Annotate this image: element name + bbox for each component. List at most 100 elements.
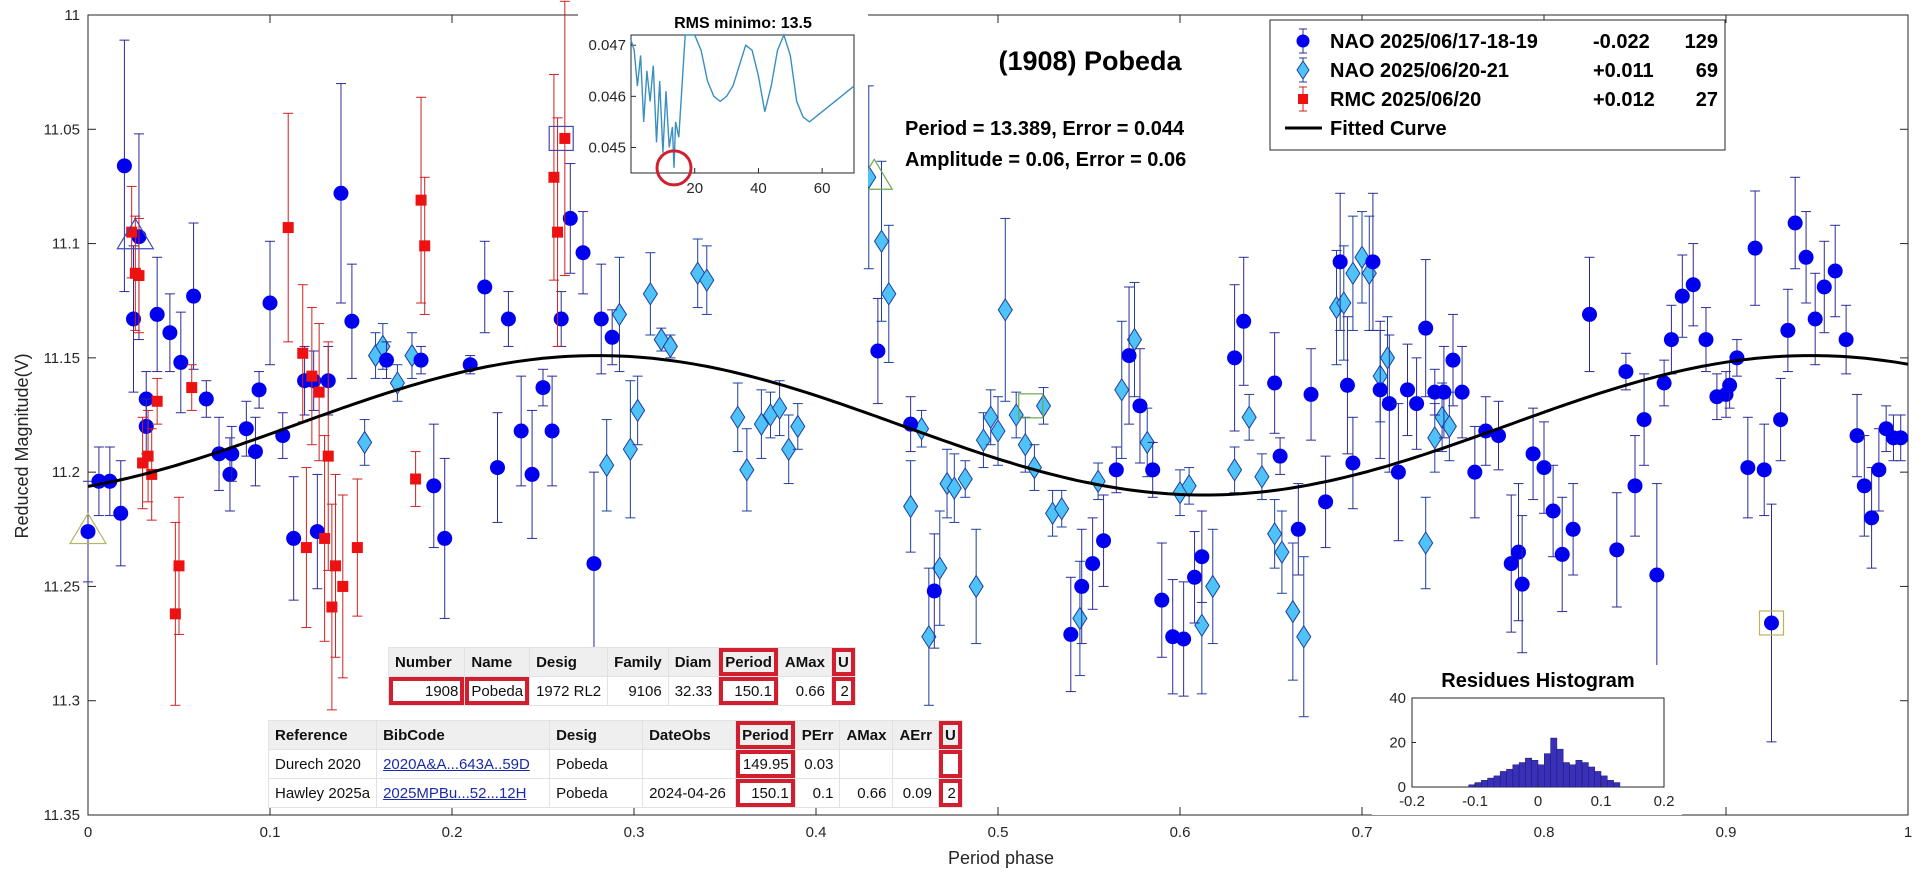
x-tick-label: 0.2 <box>442 824 463 841</box>
data-point-nao-0617 <box>1856 478 1872 494</box>
hist-y-tick-label: 0 <box>1398 779 1406 796</box>
ref-bibcode[interactable]: 2025MPBu...52...12H <box>376 778 551 808</box>
data-point-nao-0617 <box>1674 288 1690 304</box>
x-tick-label: 0 <box>84 824 92 841</box>
data-point-rmc-0620 <box>186 382 198 394</box>
legend-entry-name: RMC 2025/06/20 <box>1330 89 1481 111</box>
data-point-nao-0617 <box>1108 462 1124 478</box>
rms-curve <box>630 32 855 168</box>
histogram-bar <box>1575 760 1583 788</box>
data-point-nao-0617 <box>126 311 141 327</box>
data-point-nao-0617 <box>1467 464 1483 480</box>
hist-x-tick-label: 0.1 <box>1591 793 1612 810</box>
bibcode-link[interactable]: 2020A&A...643A..59D <box>383 755 530 773</box>
histogram-bar <box>1531 760 1539 788</box>
ref-reference: Hawley 2025a <box>267 778 378 808</box>
data-point-nao-0620 <box>1441 414 1457 439</box>
data-point-nao-0617 <box>1780 322 1796 338</box>
y-tick-label: 11.1 <box>52 236 80 253</box>
data-point-nao-0617 <box>437 530 453 546</box>
data-point-rmc-0620 <box>415 194 427 206</box>
data-point-rmc-0620 <box>319 532 331 544</box>
data-point-nao-0620 <box>1418 531 1434 555</box>
data-point-nao-0617 <box>1747 240 1763 256</box>
ref-bibcode[interactable]: 2020A&A...643A..59D <box>376 749 551 779</box>
rms-y-tick-label: 0.046 <box>588 88 626 105</box>
data-point-nao-0620 <box>1427 425 1443 450</box>
asteroid-table-header: Number Name Desig Family Diam Period AMa… <box>387 647 856 677</box>
data-point-rmc-0620 <box>306 370 318 382</box>
data-point-nao-0617 <box>1798 249 1814 265</box>
bibcode-link[interactable]: 2025MPBu...52...12H <box>383 784 527 802</box>
data-point-rmc-0620 <box>133 270 145 282</box>
reference-square-marker <box>548 125 574 152</box>
data-point-nao-0617 <box>1740 460 1756 476</box>
data-point-nao-0617 <box>1787 215 1803 231</box>
data-point-rmc-0620 <box>173 560 185 572</box>
ref-dateobs: 2024-04-26 <box>642 778 737 808</box>
data-point-nao-0617 <box>1514 576 1530 592</box>
data-point-nao-0617 <box>1582 306 1597 322</box>
data-point-rmc-0620 <box>410 473 422 485</box>
data-point-rmc-0620 <box>548 171 560 183</box>
ref-desig: Pobeda <box>549 778 644 808</box>
data-point-nao-0620 <box>1379 345 1396 370</box>
data-point-nao-0617 <box>1445 352 1461 368</box>
data-point-nao-0617 <box>80 524 96 540</box>
asteroid-header-name: Name <box>464 647 531 677</box>
data-point-nao-0620 <box>642 281 658 306</box>
data-point-rmc-0620 <box>351 542 363 554</box>
data-point-nao-0617 <box>553 311 569 327</box>
reference-triangle-marker <box>116 217 155 250</box>
data-point-nao-0617 <box>186 288 202 304</box>
rms-x-tick-label: 60 <box>814 180 831 197</box>
legend-entry-name: Fitted Curve <box>1330 118 1447 140</box>
data-point-nao-0620 <box>1035 393 1052 418</box>
histogram-bar <box>1581 762 1589 788</box>
legend-entry-offset: -0.022 <box>1593 31 1650 53</box>
data-point-nao-0617 <box>1864 510 1880 526</box>
data-point-nao-0617 <box>1303 386 1319 402</box>
data-point-nao-0620 <box>772 396 788 421</box>
data-point-nao-0617 <box>1074 578 1090 594</box>
data-point-nao-0617 <box>113 505 129 521</box>
asteroid-diam: 32.33 <box>667 676 720 706</box>
data-point-nao-0620 <box>611 302 628 327</box>
chart-title: (1908) Pobeda <box>998 46 1182 76</box>
data-point-nao-0617 <box>238 421 254 437</box>
data-point-nao-0617 <box>1849 428 1865 444</box>
data-point-nao-0617 <box>1656 375 1672 391</box>
asteroid-header-amax: AMax <box>777 647 832 677</box>
data-point-nao-0620 <box>357 430 373 455</box>
ref-header-period: Period <box>735 720 796 750</box>
data-point-nao-0620 <box>630 398 646 423</box>
data-point-nao-0620 <box>1194 613 1210 638</box>
data-point-nao-0617 <box>500 311 516 327</box>
histogram-bar <box>1474 782 1482 788</box>
data-point-nao-0617 <box>1290 521 1306 537</box>
data-point-nao-0620 <box>1296 624 1312 649</box>
hist-x-tick-label: -0.2 <box>1399 793 1425 810</box>
data-point-nao-0620 <box>957 467 973 491</box>
data-point-nao-0620 <box>790 414 806 439</box>
data-point-nao-0620 <box>699 268 715 293</box>
histogram-bar <box>1468 784 1476 788</box>
asteroid-header-u: U <box>830 647 856 677</box>
x-tick-label: 0.3 <box>624 824 645 841</box>
data-point-nao-0617 <box>1871 462 1887 478</box>
legend-entry-count: 69 <box>1696 60 1718 82</box>
data-point-nao-0617 <box>1176 631 1192 647</box>
histogram-bar <box>1600 775 1608 788</box>
ref-header-perr: PErr <box>794 720 841 750</box>
data-point-nao-0617 <box>524 466 540 482</box>
references-table-header: Reference BibCode Desig DateObs Period P… <box>267 720 963 750</box>
data-point-nao-0617 <box>926 583 942 599</box>
data-point-nao-0620 <box>781 437 797 462</box>
histogram-bar <box>1537 764 1545 788</box>
data-point-nao-0617 <box>344 313 360 329</box>
data-point-nao-0617 <box>413 352 429 368</box>
legend-entry-offset: +0.011 <box>1593 60 1654 82</box>
data-point-nao-0620 <box>739 457 755 482</box>
data-point-nao-0617 <box>1194 549 1210 565</box>
data-point-nao-0620 <box>990 419 1006 443</box>
